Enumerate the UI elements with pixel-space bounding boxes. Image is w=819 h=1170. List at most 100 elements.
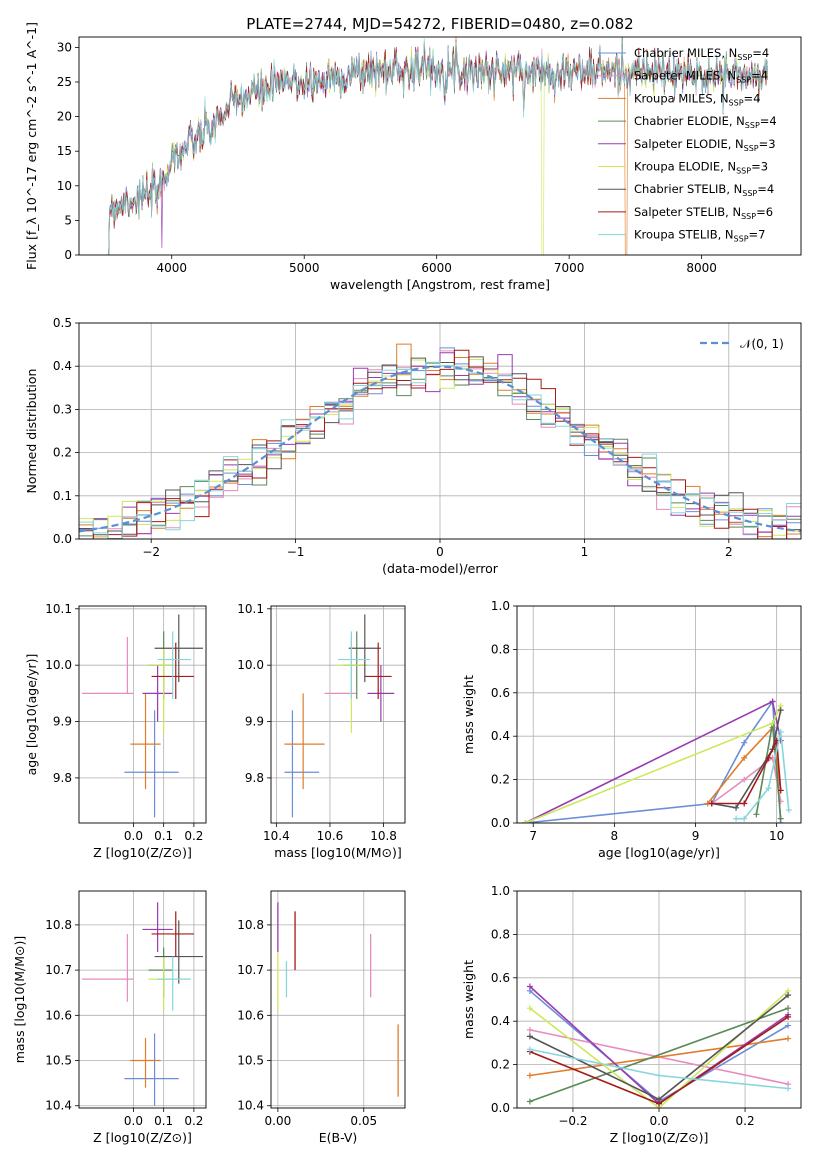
plot-area-mass_vs_ebv [277, 902, 399, 1097]
weight-marker-chabrier-miles [741, 739, 748, 746]
y-tick-label: 15 [57, 144, 72, 158]
weight-marker-kroupa-stelib [526, 1046, 533, 1053]
y-tick-label: 10.7 [237, 963, 264, 977]
weight-marker-chabrier-stelib [526, 1033, 533, 1040]
x-axis-label: mass [log10(M/M⊙)] [274, 845, 402, 860]
axes-spectrum: 4000 5000 6000 7000 8000 0 5 10 15 20 25 30 waveleng… [24, 22, 802, 292]
y-axis-label: mass [log10(M/M⊙)] [12, 936, 27, 1064]
y-tick-label: 10.1 [237, 602, 264, 616]
weight-marker-salpeter-elodie [769, 698, 776, 705]
weight-line-chabrier-elodie [529, 1007, 789, 1103]
y-tick-label: 0.3 [53, 402, 72, 416]
weight-marker-salpeter-stelib [765, 754, 772, 761]
weight-marker-kroupa-miles [785, 1035, 792, 1042]
weight-marker-kroupa-stelib [733, 815, 740, 822]
y-tick-label: 0.8 [491, 927, 510, 941]
weight-line-salpeter-stelib [711, 737, 782, 805]
weight-marker-chabrier-stelib [777, 707, 784, 714]
x-tick-label: 0.05 [350, 1114, 377, 1128]
plot-area-age_vs_mass [284, 614, 395, 818]
parameter-panels: 0.0 0.1 0.2 9.8 9.9 10.0 10.1 Z [log10(Z/Z⊙)] ag… [12, 599, 802, 1145]
x-tick-label: 10.6 [317, 829, 344, 843]
axes-mass_vs_Z: 0.0 0.1 0.2 10.4 10.5 10.6 10.7 10.8 Z [log10(Z/… [12, 890, 207, 1145]
plot-area-mass_vs_Z [82, 902, 203, 1106]
x-tick-label: 0.2 [184, 1114, 203, 1128]
y-tick-label: 0.4 [491, 1014, 510, 1028]
weight-line-kroupa-miles [707, 725, 782, 804]
x-tick-label: 7 [529, 829, 537, 843]
y-tick-label: 0.6 [491, 686, 510, 700]
y-tick-label: 10.7 [45, 963, 72, 977]
axes-frame [78, 322, 802, 540]
legend-entry: Salpeter MILES, NSSP=4 [634, 69, 768, 85]
axes-frame [78, 890, 207, 1109]
weight-marker-kroupa-elodie [769, 720, 776, 727]
y-tick-label: 10.4 [237, 1099, 264, 1113]
weight-marker-kroupa-stelib [765, 785, 772, 792]
y-tick-label: 25 [57, 75, 72, 89]
gaussian-curve [79, 365, 801, 533]
plot-area-residuals [79, 343, 801, 539]
legend-entry: Kroupa STELIB, NSSP=7 [634, 228, 765, 244]
weight-marker-chabrier-stelib [785, 992, 792, 999]
y-tick-label: 10.5 [237, 1054, 264, 1068]
y-axis-label: Normed distribution [24, 369, 39, 494]
legend-entry: 𝒩(0, 1) [740, 337, 784, 351]
y-tick-label: 10 [57, 179, 72, 193]
x-tick-label: 10 [769, 829, 784, 843]
weight-marker-kroupa-elodie [526, 1005, 533, 1012]
figure-title: PLATE=2744, MJD=54272, FIBERID=0480, z=0… [246, 15, 633, 33]
axes-residuals: −2 −1 0 1 2 0.0 0.1 0.2 0.3 0.4 0.5 (data-model)/er… [24, 316, 802, 576]
x-axis-label: (data-model)/error [382, 561, 499, 576]
weight-marker-salpeter-miles [741, 776, 748, 783]
axes-frame [78, 605, 207, 824]
x-tick-label: 5000 [289, 261, 320, 275]
x-tick-label: 0.1 [154, 1114, 173, 1128]
weight-marker-kroupa-stelib [741, 815, 748, 822]
y-tick-label: 0.2 [53, 446, 72, 460]
y-axis-label: Flux [f_λ 10^-17 erg cm^-2 s^-1 A^-1] [24, 22, 39, 270]
y-tick-label: 1.0 [491, 599, 510, 613]
y-tick-label: 9.9 [245, 715, 264, 729]
y-tick-label: 10.5 [45, 1054, 72, 1068]
x-tick-label: 6000 [421, 261, 452, 275]
x-tick-label: −2 [142, 545, 160, 559]
weight-marker-salpeter-miles [526, 1026, 533, 1033]
x-tick-label: 0.0 [124, 829, 143, 843]
y-tick-label: 20 [57, 110, 72, 124]
x-axis-label: Z [log10(Z/Z⊙)] [610, 1130, 709, 1145]
axes-mass_vs_ebv: 0.00 0.05 10.4 10.5 10.6 10.7 10.8 E(B-V) [237, 890, 406, 1145]
y-tick-label: 10.4 [45, 1099, 72, 1113]
y-axis-label: mass weight [461, 675, 476, 754]
y-tick-label: 0.8 [491, 642, 510, 656]
y-tick-label: 30 [57, 40, 72, 54]
weight-marker-chabrier-elodie [753, 811, 760, 818]
x-tick-label: 10.8 [370, 829, 397, 843]
y-tick-label: 9.8 [245, 771, 264, 785]
x-tick-label: 0.1 [154, 829, 173, 843]
weight-marker-chabrier-miles [785, 1022, 792, 1029]
y-tick-label: 10.0 [237, 658, 264, 672]
y-tick-label: 0.4 [491, 729, 510, 743]
weight-marker-kroupa-stelib [777, 728, 784, 735]
x-tick-label: −0.2 [558, 1114, 587, 1128]
residual-histogram-panel: −2 −1 0 1 2 0.0 0.1 0.2 0.3 0.4 0.5 (data-model)/er… [24, 316, 802, 576]
x-tick-label: 0.0 [124, 1114, 143, 1128]
y-tick-label: 0.2 [491, 773, 510, 787]
weight-marker-kroupa-miles [741, 754, 748, 761]
y-tick-label: 10.1 [45, 602, 72, 616]
weight-marker-kroupa-miles [526, 1072, 533, 1079]
y-tick-label: 5 [64, 213, 72, 227]
weight-marker-kroupa-elodie [522, 820, 529, 823]
x-tick-label: −1 [287, 545, 305, 559]
weight-marker-kroupa-stelib [785, 806, 792, 813]
x-tick-label: 0.2 [184, 829, 203, 843]
y-tick-label: 0.5 [53, 316, 72, 330]
x-tick-label: 8000 [686, 261, 717, 275]
x-axis-label: E(B-V) [319, 1130, 358, 1145]
y-axis-label: age [log10(age/yr)] [24, 654, 39, 776]
y-tick-label: 0.4 [53, 359, 72, 373]
axes-frame [270, 890, 406, 1109]
axes-age_vs_Z: 0.0 0.1 0.2 9.8 9.9 10.0 10.1 Z [log10(Z/Z⊙)] ag… [24, 602, 207, 860]
